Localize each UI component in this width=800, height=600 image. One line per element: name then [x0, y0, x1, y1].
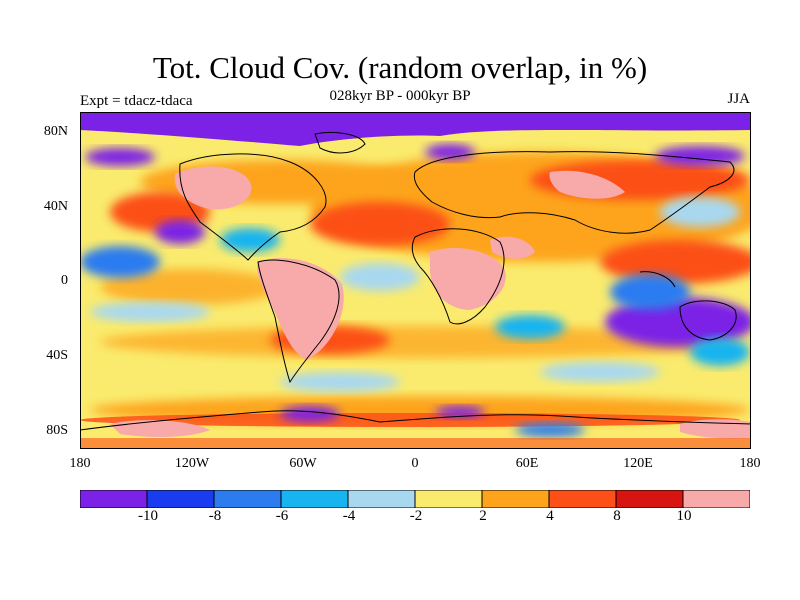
lon-tick-60e: 60E	[515, 456, 539, 471]
experiment-label: Expt = tdacz-tdaca	[80, 93, 193, 109]
colorbar-label: -2	[409, 508, 423, 524]
season-label: JJA	[727, 91, 750, 107]
colorbar-swatch	[280, 490, 349, 508]
colorbar	[80, 490, 750, 508]
colorbar-swatch	[548, 490, 617, 508]
colorbar-swatch	[682, 490, 750, 508]
colorbar-swatch	[615, 490, 684, 508]
colorbar-label: 8	[613, 508, 621, 524]
lon-tick-120e: 120E	[623, 456, 653, 471]
colorbar-label: -8	[208, 508, 222, 524]
lat-tick-40s: 40S	[46, 348, 68, 363]
colorbar-label: -4	[342, 508, 356, 524]
map-title: Tot. Cloud Cov. (random overlap, in %)	[152, 50, 648, 85]
lat-tick-80n: 80N	[43, 124, 68, 139]
anomaly-field	[80, 112, 751, 449]
colorbar-swatch	[213, 490, 282, 508]
lon-tick-120w: 120W	[174, 456, 210, 471]
colorbar-label: -10	[138, 508, 158, 524]
lon-tick-60w: 60W	[289, 456, 317, 471]
colorbar-swatch	[481, 490, 550, 508]
lat-tick-80s: 80S	[46, 423, 68, 438]
colorbar-label: 10	[676, 508, 692, 524]
colorbar-swatch	[414, 490, 483, 508]
colorbar-swatch	[80, 490, 148, 508]
colorbar-label: -6	[275, 508, 289, 524]
colorbar-swatch	[347, 490, 416, 508]
colorbar-swatch	[146, 490, 215, 508]
cloud-cover-anomaly-map	[80, 112, 751, 449]
colorbar-label: 4	[546, 508, 554, 524]
lat-tick-40n: 40N	[43, 199, 68, 214]
colorbar-label: 2	[479, 508, 487, 524]
lon-tick-180e: 180	[739, 456, 761, 471]
lon-tick-180w: 180	[69, 456, 91, 471]
coastlines	[80, 131, 751, 431]
lon-tick-0: 0	[411, 456, 419, 471]
map-subtitle: 028kyr BP - 000kyr BP	[329, 88, 471, 104]
lat-tick-0: 0	[61, 273, 68, 288]
